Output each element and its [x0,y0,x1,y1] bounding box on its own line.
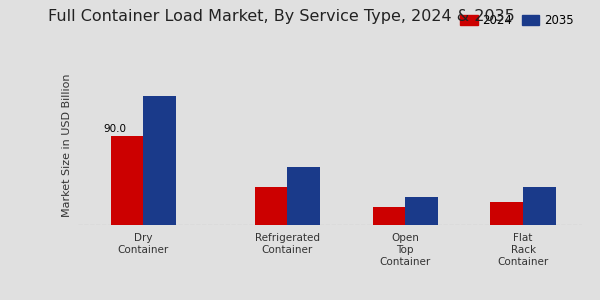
Bar [255,187,287,225]
Bar [405,197,438,225]
Y-axis label: Market Size in USD Billion: Market Size in USD Billion [62,74,73,217]
Legend: 2024, 2035: 2024, 2035 [458,11,576,29]
Bar [523,187,556,225]
Bar [490,202,523,225]
Bar [143,96,176,225]
Text: 90.0: 90.0 [104,124,127,134]
Bar [111,136,143,225]
Text: Full Container Load Market, By Service Type, 2024 & 2035: Full Container Load Market, By Service T… [48,9,515,24]
Bar [287,167,320,225]
Bar [373,207,405,225]
